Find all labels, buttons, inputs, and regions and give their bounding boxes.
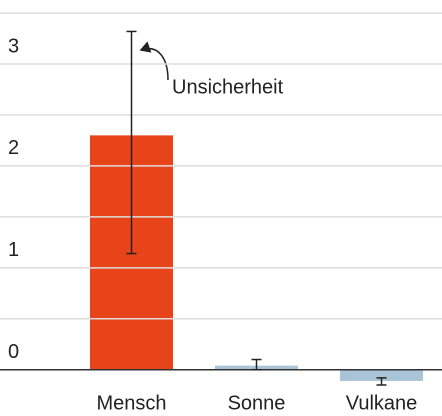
annotation: Unsicherheit <box>172 76 284 98</box>
y-tick-label: 3 <box>8 35 19 57</box>
x-tick-label: Vulkane <box>346 392 418 414</box>
annotation-arrow <box>139 41 169 81</box>
y-tick-label: 2 <box>8 137 19 159</box>
x-tick-label: Sonne <box>228 392 286 414</box>
y-tick-label: 1 <box>8 239 19 261</box>
x-tick-label: Mensch <box>96 392 166 414</box>
y-tick-label: 0 <box>8 341 19 363</box>
bar <box>340 369 423 381</box>
